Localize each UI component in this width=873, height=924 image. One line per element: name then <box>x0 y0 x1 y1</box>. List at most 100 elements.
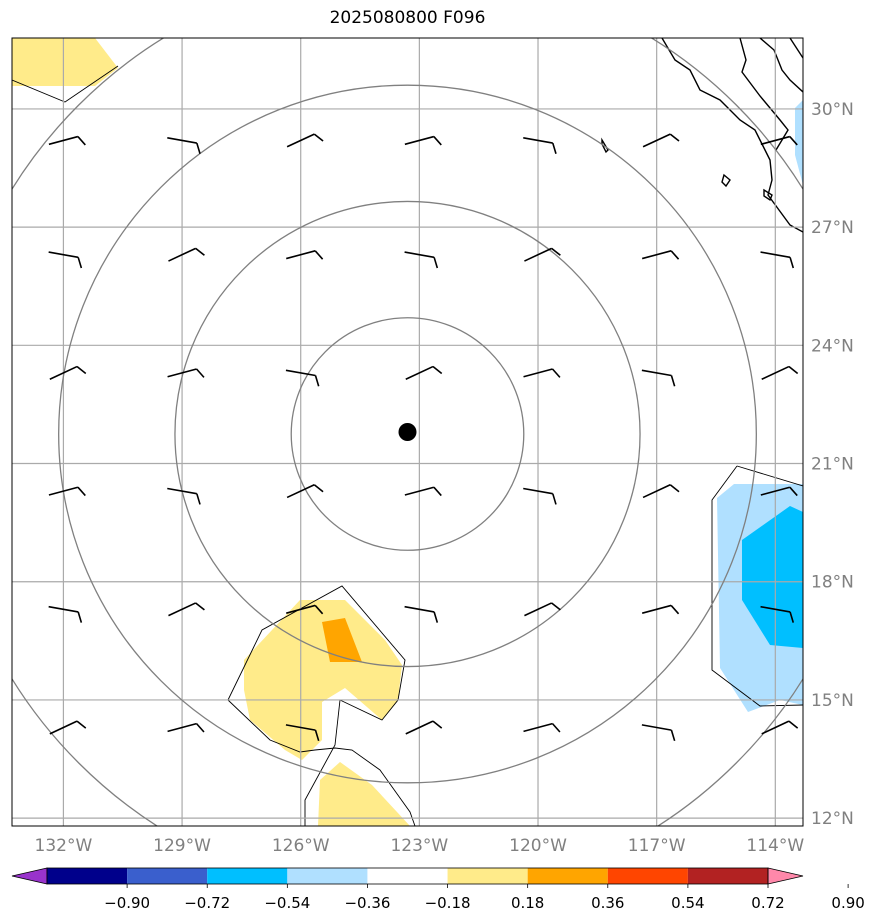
longitude-tick-label: 132°W <box>35 836 93 856</box>
colorbar-segment <box>127 868 208 884</box>
negative-anomaly-region-northeast <box>795 100 803 185</box>
range-ring <box>174 200 641 668</box>
longitude-tick-label: 117°W <box>628 836 686 856</box>
wind-barb <box>761 720 799 735</box>
colorbar-tick-label: 0.18 <box>511 894 544 912</box>
wind-barb <box>48 135 86 146</box>
wind-barb <box>760 605 795 623</box>
wind-barb <box>168 602 205 617</box>
colorbar-tick-label: −0.36 <box>344 894 390 912</box>
wind-barb <box>760 486 798 497</box>
wind-barb <box>285 724 320 742</box>
wind-barb <box>760 251 795 269</box>
wind-barb <box>524 602 561 617</box>
longitude-tick-label: 123°W <box>390 836 448 856</box>
wind-barb <box>405 365 443 380</box>
range-ring <box>12 38 803 826</box>
wind-barb <box>286 133 324 148</box>
latitude-tick-label: 24°N <box>811 336 854 356</box>
map-fields <box>12 38 803 826</box>
longitude-tick-label: 114°W <box>746 836 804 856</box>
colorbar-tick-label: 0.90 <box>831 894 864 912</box>
colorbar-segment <box>287 868 368 884</box>
wind-barb <box>761 365 799 380</box>
colorbar-segment <box>207 868 288 884</box>
anomaly-contours <box>12 65 803 826</box>
wind-barb <box>286 250 324 260</box>
wind-barb <box>760 135 798 146</box>
longitude-labels: 132°W 129°W 126°W 123°W 120°W 117°W 114°W <box>35 836 805 856</box>
wind-barb <box>48 486 86 497</box>
longitude-tick-label: 126°W <box>272 836 330 856</box>
wind-barb <box>167 137 201 154</box>
range-ring <box>58 84 757 784</box>
wind-barb <box>168 247 205 262</box>
longitude-tick-label: 129°W <box>153 836 211 856</box>
wind-barb <box>641 724 676 742</box>
wind-barb <box>642 484 680 499</box>
colorbar-segment <box>47 868 128 884</box>
latitude-tick-label: 27°N <box>811 218 854 238</box>
colorbar-tick-label: 0.54 <box>671 894 704 912</box>
colorbar-segment <box>607 868 688 884</box>
colorbar-tick-label: 0.72 <box>751 894 784 912</box>
wind-barb <box>523 368 561 378</box>
wind-barb <box>405 720 443 735</box>
latitude-tick-label: 15°N <box>811 691 854 711</box>
wind-barb <box>48 605 83 623</box>
wind-barb <box>524 247 561 262</box>
colorbar-extend-high <box>767 867 804 885</box>
range-ring <box>290 317 525 551</box>
colorbar-segment <box>527 868 608 884</box>
colorbar-segment <box>687 868 768 884</box>
wind-barb <box>642 133 680 148</box>
wind-barb <box>404 486 442 497</box>
positive-anomaly-region-south-edge <box>318 762 410 826</box>
latitude-tick-label: 12°N <box>811 809 854 829</box>
latitude-labels: 30°N 27°N 24°N 21°N 18°N 15°N 12°N <box>811 100 854 829</box>
latitude-tick-label: 30°N <box>811 100 854 120</box>
colorbar-tick-label: 0.36 <box>591 894 624 912</box>
map-frame <box>11 37 804 827</box>
graticule <box>12 38 803 826</box>
wind-barb <box>404 135 442 146</box>
wind-barb <box>404 251 439 269</box>
colorbar-extend-low <box>11 867 48 885</box>
wind-barb <box>167 487 201 505</box>
wind-barb <box>404 605 439 623</box>
wind-barb <box>48 251 83 269</box>
coastline <box>601 38 803 233</box>
positive-anomaly-region-northwest <box>12 38 118 86</box>
colorbar-tick-label: −0.90 <box>104 894 150 912</box>
colorbar <box>11 867 804 885</box>
wind-barb <box>49 720 87 735</box>
colorbar-labels: −0.90 −0.72 −0.54 −0.36 −0.18 0.18 0.36 0.54 0.7… <box>104 884 865 912</box>
wind-barb <box>286 484 324 499</box>
wind-barb <box>641 369 676 387</box>
wind-barb <box>523 137 557 154</box>
wind-barbs <box>48 133 799 742</box>
latitude-tick-label: 21°N <box>811 455 854 475</box>
map-title: 2025080800 F096 <box>329 8 486 28</box>
wind-barb <box>49 365 87 380</box>
colorbar-segment <box>367 868 448 884</box>
strong-positive-anomaly-region <box>322 618 362 662</box>
colorbar-tick-label: −0.18 <box>425 894 471 912</box>
longitude-tick-label: 120°W <box>509 836 567 856</box>
latitude-tick-label: 18°N <box>811 573 854 593</box>
wind-barb <box>167 722 205 733</box>
wind-barb <box>641 604 680 615</box>
colorbar-tick-label: −0.72 <box>184 894 230 912</box>
wind-barb <box>523 722 561 733</box>
wind-barb <box>286 604 324 615</box>
wind-barb <box>285 369 320 387</box>
storm-center-marker <box>398 423 417 441</box>
colorbar-tick-label: −0.54 <box>264 894 310 912</box>
colorbar-segment <box>447 868 528 884</box>
wind-barb <box>641 250 680 260</box>
range-rings <box>12 38 803 826</box>
positive-anomaly-region-south <box>244 600 402 760</box>
wind-barb <box>523 487 557 505</box>
wind-barb <box>167 368 205 378</box>
